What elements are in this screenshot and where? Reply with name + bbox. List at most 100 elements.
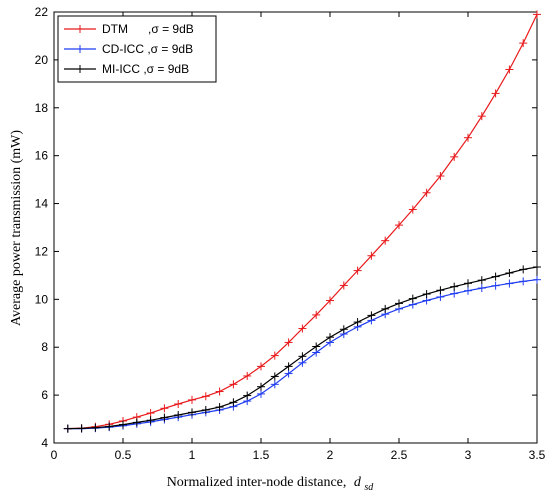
data-point bbox=[243, 371, 252, 380]
data-point bbox=[270, 372, 279, 381]
data-point bbox=[257, 382, 265, 391]
data-point bbox=[464, 279, 472, 288]
data-point bbox=[367, 311, 376, 320]
x-tick-label: 0.5 bbox=[115, 448, 132, 462]
x-tick-label: 2.5 bbox=[391, 448, 408, 462]
data-point bbox=[381, 304, 390, 313]
data-point bbox=[257, 362, 265, 371]
data-point bbox=[339, 325, 348, 334]
y-tick-label: 6 bbox=[41, 388, 48, 402]
y-tick-label: 20 bbox=[35, 53, 49, 67]
legend-item: MI-ICC ,σ = 9dB bbox=[64, 62, 189, 76]
data-point bbox=[408, 294, 417, 303]
legend-label: DTM ,σ = 9dB bbox=[102, 22, 194, 36]
data-point bbox=[353, 318, 362, 327]
data-point bbox=[533, 275, 541, 284]
data-point bbox=[367, 251, 376, 260]
data-point bbox=[533, 10, 541, 19]
data-point bbox=[450, 282, 459, 291]
data-point bbox=[174, 410, 183, 419]
data-point bbox=[477, 112, 486, 121]
data-point bbox=[146, 416, 155, 425]
data-point bbox=[491, 272, 500, 281]
plot-area bbox=[53, 11, 538, 444]
data-point bbox=[464, 286, 472, 295]
data-point bbox=[257, 389, 265, 398]
data-point bbox=[477, 284, 486, 293]
y-tick-label: 12 bbox=[35, 244, 49, 258]
data-point bbox=[229, 380, 238, 389]
data-point bbox=[339, 281, 348, 290]
data-point bbox=[505, 268, 514, 277]
x-tick-label: 1.5 bbox=[253, 448, 270, 462]
data-point bbox=[395, 299, 403, 308]
data-point bbox=[215, 387, 224, 396]
data-point bbox=[533, 263, 541, 272]
data-point bbox=[436, 172, 445, 181]
data-point bbox=[450, 152, 459, 161]
x-tick-label: 0 bbox=[51, 448, 58, 462]
x-axis-symbol: d bbox=[354, 475, 362, 490]
data-point bbox=[491, 281, 500, 290]
data-point bbox=[519, 39, 528, 48]
data-point bbox=[519, 277, 528, 286]
data-point bbox=[132, 418, 141, 427]
data-point bbox=[519, 265, 528, 274]
data-point bbox=[201, 405, 210, 414]
data-point bbox=[326, 333, 334, 342]
data-point bbox=[188, 408, 196, 417]
series-lines bbox=[63, 10, 541, 433]
data-point bbox=[146, 409, 155, 418]
data-point bbox=[105, 422, 114, 431]
x-axis-subscript: sd bbox=[364, 482, 374, 493]
data-point bbox=[270, 351, 279, 360]
data-point bbox=[174, 399, 183, 408]
legend: DTM ,σ = 9dB CD-ICC ,σ = 9dB MI-ICC ,σ = 9… bbox=[57, 15, 217, 83]
y-tick-label: 10 bbox=[35, 292, 49, 306]
y-tick-label: 16 bbox=[35, 149, 49, 163]
data-point bbox=[312, 310, 321, 319]
data-point bbox=[422, 188, 431, 197]
data-point bbox=[215, 403, 224, 412]
data-point bbox=[408, 205, 417, 214]
x-tick-label: 1 bbox=[189, 448, 196, 462]
data-point bbox=[160, 413, 169, 422]
data-point bbox=[229, 398, 238, 407]
data-point bbox=[160, 404, 169, 413]
data-point bbox=[63, 424, 72, 433]
data-point bbox=[270, 380, 279, 389]
data-point bbox=[505, 279, 514, 288]
data-point bbox=[381, 236, 390, 245]
data-point bbox=[477, 276, 486, 285]
legend-item: CD-ICC ,σ = 9dB bbox=[64, 42, 193, 56]
y-tick-label: 4 bbox=[41, 436, 48, 450]
x-tick-label: 3.5 bbox=[529, 448, 546, 462]
data-point bbox=[284, 369, 293, 378]
data-point bbox=[243, 391, 252, 400]
data-point bbox=[284, 338, 293, 347]
data-point bbox=[505, 65, 514, 74]
data-point bbox=[464, 133, 472, 142]
data-point bbox=[326, 296, 334, 305]
data-point bbox=[77, 424, 86, 433]
data-point bbox=[201, 392, 210, 401]
x-tick-label: 2 bbox=[327, 448, 334, 462]
data-point bbox=[119, 420, 127, 429]
y-axis-title: Average power transmission (mW) bbox=[9, 130, 24, 326]
data-point bbox=[422, 290, 431, 299]
axis-ticks: 0 0.5 1 1.5 2 2.5 3 3.5 4 6 8 10 12 14 16 18 20 22 bbox=[35, 5, 546, 462]
data-point bbox=[353, 266, 362, 275]
legend-item: DTM ,σ = 9dB bbox=[64, 22, 194, 36]
data-point bbox=[284, 362, 293, 371]
series-2 bbox=[63, 263, 541, 433]
series-0 bbox=[63, 10, 541, 433]
data-point bbox=[436, 292, 445, 301]
y-tick-label: 14 bbox=[35, 197, 49, 211]
data-point bbox=[188, 395, 196, 404]
data-point bbox=[395, 221, 403, 230]
x-axis-title: Normalized inter-node distance, d sd bbox=[167, 475, 375, 493]
x-axis-label: Normalized inter-node distance, bbox=[167, 475, 347, 490]
y-tick-label: 22 bbox=[35, 5, 49, 19]
data-point bbox=[298, 324, 307, 333]
